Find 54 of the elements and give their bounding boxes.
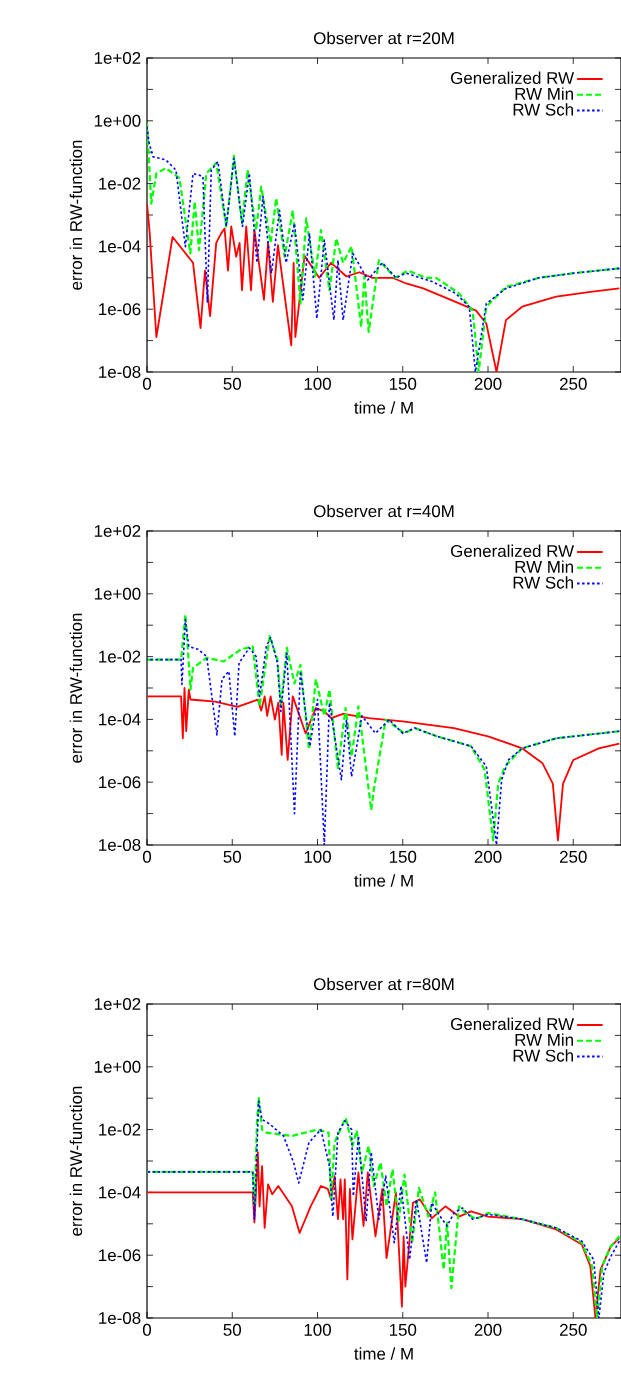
legend-label: RW Sch <box>513 576 573 589</box>
x-tick-label: 150 <box>389 377 417 390</box>
y-tick-label: 1e-08 <box>99 1312 141 1324</box>
y-tick-label: 1e-02 <box>99 1123 141 1136</box>
x-tick-label: 250 <box>559 1323 587 1336</box>
x-tick-label: 250 <box>559 377 587 390</box>
legend-label: Generalized RW <box>451 71 575 85</box>
x-tick-label: 150 <box>389 1323 417 1336</box>
x-tick-label: 100 <box>304 850 331 863</box>
legend-label: RW Min <box>515 1033 573 1046</box>
x-tick-label: 50 <box>223 1323 242 1336</box>
y-tick-label: 1e-06 <box>99 303 141 316</box>
x-tick-label: 50 <box>223 377 242 390</box>
y-tick-label: 1e-06 <box>99 1249 141 1262</box>
legend-label: Generalized RW <box>451 1017 575 1031</box>
chart-title: Observer at r=40M <box>313 504 454 518</box>
x-tick-label: 200 <box>474 377 502 390</box>
x-axis-title: time / M <box>354 1347 413 1360</box>
y-tick-label: 1e+02 <box>94 998 141 1010</box>
chart-title: Observer at r=80M <box>313 977 454 991</box>
y-tick-label: 1e+00 <box>94 114 141 127</box>
x-tick-label: 50 <box>223 850 242 863</box>
y-tick-label: 1e-04 <box>99 713 141 726</box>
legend-label: RW Sch <box>513 103 573 116</box>
legend-label: Generalized RW <box>451 544 575 558</box>
x-tick-label: 200 <box>474 850 502 863</box>
x-tick-label: 100 <box>304 377 331 390</box>
y-tick-label: 1e+00 <box>94 1060 141 1073</box>
y-tick-label: 1e+02 <box>94 525 141 537</box>
y-tick-label: 1e-08 <box>99 365 141 378</box>
y-axis-title: error in RW-function <box>69 140 83 290</box>
y-tick-label: 1e-02 <box>99 177 141 190</box>
x-tick-label: 200 <box>474 1323 502 1336</box>
y-tick-label: 1e-08 <box>99 839 141 851</box>
y-axis-title: error in RW-function <box>69 1086 83 1236</box>
x-axis-title: time / M <box>354 401 413 414</box>
x-axis-title: time / M <box>354 874 413 887</box>
x-tick-label: 0 <box>142 377 152 390</box>
y-tick-label: 1e-04 <box>99 240 141 253</box>
legend-label: RW Min <box>515 87 573 100</box>
y-tick-label: 1e-06 <box>99 776 141 789</box>
x-tick-label: 100 <box>304 1323 331 1336</box>
y-tick-label: 1e+02 <box>94 51 141 64</box>
legend-label: RW Sch <box>513 1049 573 1062</box>
x-tick-label: 250 <box>559 850 587 863</box>
x-tick-label: 150 <box>389 850 417 863</box>
x-tick-label: 0 <box>142 850 152 863</box>
y-tick-label: 1e-02 <box>99 650 141 663</box>
x-tick-label: 0 <box>142 1323 152 1336</box>
y-tick-label: 1e+00 <box>94 587 141 600</box>
legend-label: RW Min <box>515 560 573 573</box>
y-tick-label: 1e-04 <box>99 1186 141 1199</box>
y-axis-title: error in RW-function <box>69 613 83 763</box>
chart-title: Observer at r=20M <box>313 31 454 45</box>
